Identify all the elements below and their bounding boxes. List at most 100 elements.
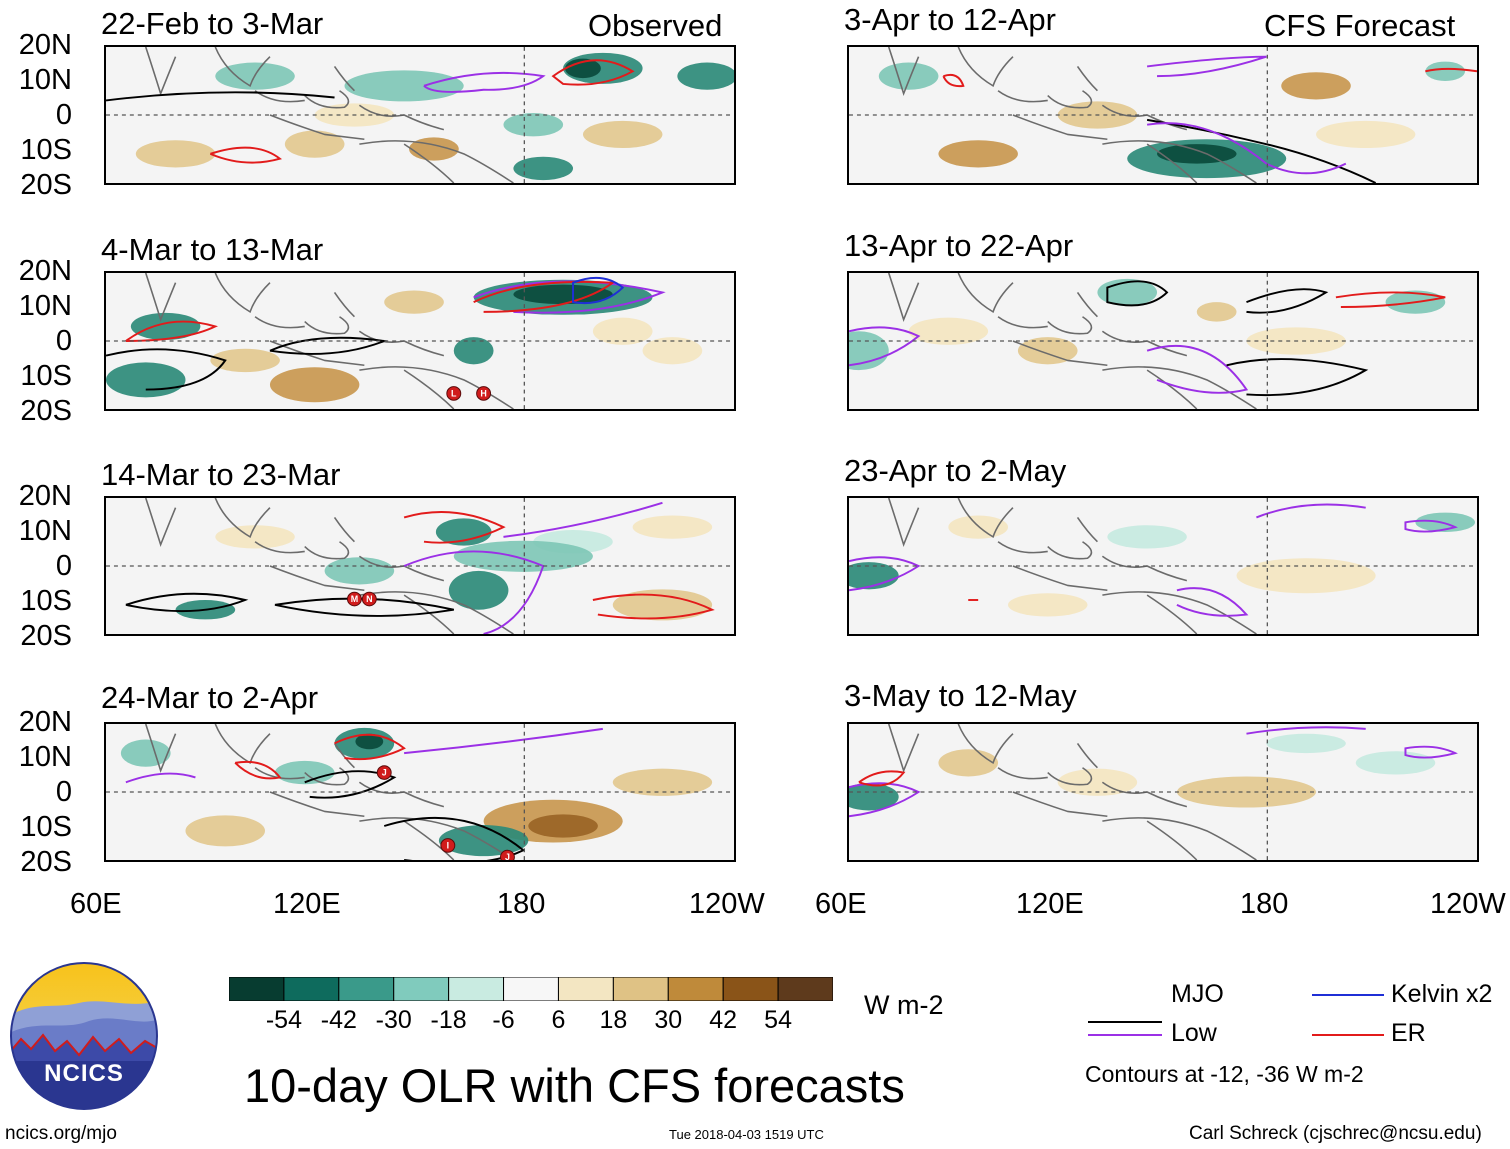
olr-anomaly-area <box>284 130 345 158</box>
olr-anomaly-area <box>274 760 335 785</box>
figure-title: 10-day OLR with CFS forecasts <box>244 1059 905 1112</box>
lon-label-120w-left: 120W <box>689 888 765 920</box>
colorbar-segment <box>283 977 340 1001</box>
coastline <box>403 369 455 409</box>
olr-anomaly-area <box>908 317 989 345</box>
lat-label-10n: 10N <box>18 741 72 773</box>
contour-line <box>572 276 625 305</box>
olr-anomaly-area <box>948 515 1008 539</box>
olr-anomaly-area <box>1017 337 1078 365</box>
olr-anomaly-area <box>344 70 464 102</box>
colorbar-segment <box>557 977 614 1001</box>
olr-anomaly-area <box>1196 302 1237 322</box>
olr-anomaly-area <box>1057 768 1138 796</box>
contour-line <box>551 59 635 86</box>
coastline <box>1076 291 1098 318</box>
contour-line <box>106 91 335 102</box>
contour-line <box>473 280 616 313</box>
storm-marker <box>346 591 362 607</box>
coastline <box>1076 516 1098 543</box>
storm-marker <box>446 386 462 401</box>
coastline <box>957 724 1014 765</box>
olr-anomaly-area <box>677 62 734 90</box>
lon-label-120e-right: 120E <box>1016 888 1084 920</box>
storm-marker <box>440 838 456 853</box>
olr-anomaly-area <box>513 284 613 305</box>
coastline <box>333 291 355 318</box>
contour-line <box>1146 55 1267 78</box>
olr-anomaly-area <box>1007 593 1088 617</box>
coastline <box>957 498 1014 539</box>
lat-label-0: 0 <box>55 550 72 582</box>
lat-label-0: 0 <box>55 776 72 808</box>
coastline <box>887 47 920 97</box>
storm-marker-letter: J <box>505 852 510 860</box>
coastline <box>887 498 920 548</box>
colorbar-tick-label: 42 <box>709 1006 738 1034</box>
olr-anomaly-area <box>642 337 703 365</box>
coastline <box>359 140 514 183</box>
coastline <box>403 143 455 183</box>
colorbar-segment <box>338 977 395 1001</box>
coastline <box>333 65 355 92</box>
lat-label-20n: 20N <box>18 255 72 287</box>
colorbar-segment <box>229 977 285 1001</box>
lat-label-20s: 20S <box>20 169 72 201</box>
colorbar-segment <box>667 977 724 1001</box>
contour-line <box>503 501 663 538</box>
coastline <box>887 273 920 323</box>
legend-line-low <box>1088 1034 1162 1036</box>
contour-line <box>858 770 906 787</box>
coastline <box>359 366 514 409</box>
coastline <box>403 594 455 634</box>
contour-line <box>1246 726 1366 735</box>
olr-anomaly-area <box>130 312 201 341</box>
legend-label-low: Low <box>1171 1019 1217 1047</box>
storm-marker-letter: I <box>447 840 449 850</box>
lat-label-10n: 10N <box>18 64 72 96</box>
legend-label-kelvin: Kelvin x2 <box>1391 980 1493 1008</box>
coastline <box>1047 316 1093 335</box>
coastline <box>1146 820 1198 860</box>
coastline <box>1102 591 1257 634</box>
contour-line <box>125 320 218 342</box>
coastline <box>1076 742 1098 769</box>
olr-anomaly-area <box>106 362 186 398</box>
coastline <box>1047 767 1093 786</box>
contour-line <box>209 146 283 164</box>
olr-anomaly-area <box>215 525 295 549</box>
coastline <box>1012 114 1108 141</box>
lat-label-10s: 10S <box>20 360 72 392</box>
lon-label-120w-right: 120W <box>1430 888 1506 920</box>
contour-line <box>383 816 526 860</box>
coastline <box>333 742 355 769</box>
olr-anomaly-area <box>513 156 574 181</box>
contour-line <box>234 760 282 780</box>
map-panel-4: J I J <box>104 722 736 862</box>
contour-line <box>304 770 397 799</box>
lat-label-20n: 20N <box>18 29 72 61</box>
panel-title-3: 14-Mar to 23-Mar <box>101 457 341 492</box>
colorbar-unit: W m-2 <box>864 990 944 1020</box>
footer-timestamp: Tue 2018-04-03 1519 UTC <box>669 1127 824 1142</box>
colorbar-tick-label: -18 <box>430 1006 467 1034</box>
coastline <box>214 273 271 314</box>
contour-line <box>1335 291 1446 308</box>
coastline <box>1146 369 1198 409</box>
olr-anomaly-area <box>1425 61 1466 81</box>
coastline <box>1047 541 1093 560</box>
storm-marker <box>476 386 492 401</box>
contour-line <box>404 727 603 755</box>
contour-line <box>1146 122 1347 175</box>
olr-anomaly-area <box>355 733 384 750</box>
map-panel-7 <box>847 496 1479 636</box>
colorbar-tick-label: -54 <box>265 1006 302 1034</box>
olr-anomaly-area <box>1236 558 1376 594</box>
cfs-forecast-tag: CFS Forecast <box>1264 8 1456 43</box>
colorbar-segment <box>393 977 450 1001</box>
storm-marker <box>376 765 392 780</box>
coastline <box>1102 817 1257 860</box>
map-panel-8 <box>847 722 1479 862</box>
olr-anomaly-area <box>849 783 899 811</box>
map-panel-6 <box>847 271 1479 411</box>
